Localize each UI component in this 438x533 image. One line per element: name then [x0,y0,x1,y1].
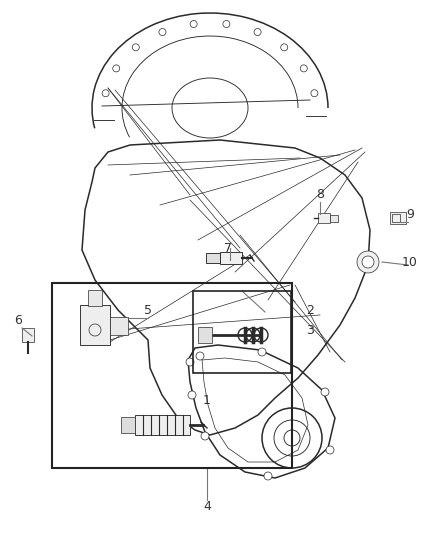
Text: 3: 3 [306,324,314,336]
Bar [392,214,400,222]
Circle shape [254,29,261,36]
Circle shape [190,21,197,28]
Text: 7: 7 [224,241,232,254]
Text: 5: 5 [144,303,152,317]
Circle shape [281,44,288,51]
Bar [121,417,135,433]
Bar [110,317,128,335]
Circle shape [159,29,166,36]
Bar [330,215,338,222]
Text: 1: 1 [203,393,211,407]
Circle shape [362,256,374,268]
Circle shape [223,21,230,28]
Circle shape [201,432,209,440]
Bar [52,283,292,468]
Text: 4: 4 [203,499,211,513]
Bar [193,291,291,373]
Text: 6: 6 [14,313,22,327]
Circle shape [357,251,379,273]
Text: 2: 2 [306,303,314,317]
Circle shape [311,90,318,97]
Circle shape [113,65,120,72]
Circle shape [196,352,204,360]
Circle shape [186,358,194,366]
Circle shape [258,348,266,356]
Text: 9: 9 [406,208,414,222]
Bar [80,305,110,345]
Circle shape [132,44,139,51]
Circle shape [300,65,307,72]
Bar [198,327,212,343]
Text: 10: 10 [402,255,418,269]
Text: 8: 8 [316,189,324,201]
Circle shape [264,472,272,480]
Bar [22,328,34,342]
Circle shape [326,446,334,454]
Bar [390,212,406,224]
Circle shape [321,388,329,396]
Bar [220,252,242,264]
Circle shape [188,391,196,399]
Bar [318,213,330,223]
Bar [88,290,102,306]
Circle shape [102,90,109,97]
Bar [206,253,220,263]
Bar [135,415,190,435]
